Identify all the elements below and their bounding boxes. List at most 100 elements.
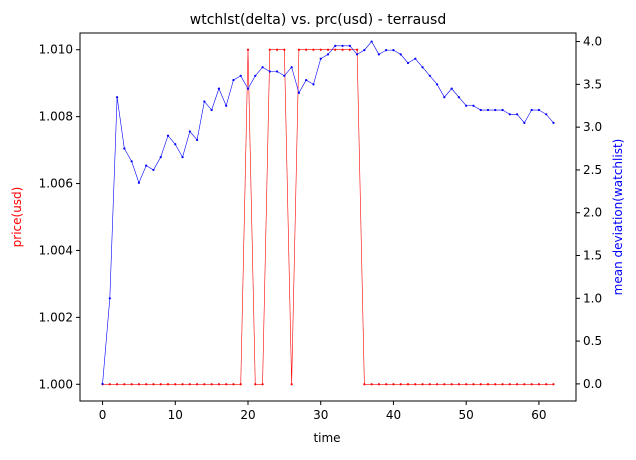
series-point-deviation — [305, 78, 308, 82]
series-point-price — [472, 383, 475, 386]
series-point-deviation — [174, 143, 177, 146]
series-point-price — [406, 383, 410, 386]
series-point-deviation — [246, 87, 250, 90]
series-point-price — [188, 383, 191, 386]
series-point-deviation — [297, 91, 301, 95]
series-point-deviation — [414, 57, 417, 60]
left-y-tick-label: 1.000 — [39, 377, 73, 391]
series-point-price — [159, 383, 162, 386]
series-point-deviation — [355, 53, 359, 56]
series-point-price — [246, 48, 250, 51]
right-y-tick-label: 0.5 — [583, 334, 602, 348]
series-point-deviation — [225, 104, 228, 107]
series-point-price — [457, 383, 461, 386]
series-point-deviation — [435, 83, 439, 86]
series-point-price — [552, 383, 555, 386]
series-point-price — [435, 383, 439, 386]
series-point-price — [486, 383, 490, 386]
series-point-price — [195, 383, 199, 386]
series-point-deviation — [159, 155, 162, 159]
series-point-price — [465, 383, 468, 386]
series-point-price — [443, 383, 446, 386]
series-point-price — [479, 383, 482, 386]
series-point-price — [334, 48, 337, 51]
right-y-tick-label: 0.0 — [583, 377, 602, 391]
series-point-deviation — [443, 96, 446, 99]
series-point-deviation — [217, 87, 221, 90]
series-point-deviation — [268, 70, 271, 73]
series-point-deviation — [203, 100, 206, 103]
series-point-price — [530, 383, 533, 386]
series-point-deviation — [123, 147, 126, 150]
x-tick-label: 30 — [313, 408, 328, 422]
left-y-tick-label: 1.010 — [39, 43, 73, 57]
series-point-price — [268, 48, 271, 51]
series-point-deviation — [319, 57, 322, 60]
series-point-price — [370, 383, 373, 386]
right-y-tick-label: 3.0 — [583, 120, 602, 134]
series-point-deviation — [188, 130, 191, 133]
series-point-deviation — [130, 160, 133, 163]
series-point-deviation — [450, 87, 453, 90]
series-point-price — [450, 383, 453, 386]
series-point-price — [261, 383, 264, 386]
series-point-deviation — [232, 78, 235, 82]
series-point-price — [545, 383, 548, 386]
series-point-deviation — [385, 49, 388, 52]
series-point-price — [290, 383, 293, 386]
series-point-price — [232, 383, 235, 386]
series-point-deviation — [210, 108, 213, 112]
series-point-price — [203, 383, 206, 386]
left-y-tick-label: 1.008 — [39, 110, 73, 124]
series-point-price — [319, 48, 322, 51]
series-point-deviation — [312, 83, 315, 86]
right-y-tick-label: 4.0 — [583, 35, 602, 49]
series-point-price — [501, 383, 504, 386]
series-point-deviation — [137, 181, 141, 184]
series-point-deviation — [115, 96, 119, 99]
series-point-deviation — [254, 74, 257, 77]
series-point-price — [130, 383, 133, 386]
plot-area: 0 10 20 30 40 50 60 1.000 1.002 1.004 1.006 1.008 1.… — [39, 32, 602, 422]
series-point-price — [275, 48, 279, 51]
series-point-deviation — [261, 66, 264, 69]
series-point-deviation — [290, 66, 293, 69]
series-point-price — [137, 383, 141, 386]
series-point-deviation — [545, 113, 548, 116]
series-point-deviation — [181, 155, 184, 159]
series-point-deviation — [515, 113, 519, 116]
series-line-price — [102, 49, 554, 385]
series-point-price — [355, 48, 359, 51]
right-y-tick-label: 2.0 — [583, 206, 602, 220]
series-point-deviation — [341, 44, 344, 47]
series-point-price — [225, 383, 228, 386]
series-point-price — [239, 383, 242, 386]
series-point-price — [537, 383, 541, 386]
series-point-deviation — [472, 104, 475, 107]
series-point-deviation — [392, 49, 395, 52]
series-point-price — [174, 383, 177, 386]
series-point-price — [210, 383, 213, 386]
series-point-price — [283, 48, 286, 51]
right-y-axis-title: mean deviation(watchlist) — [611, 139, 625, 296]
series-point-deviation — [552, 121, 555, 124]
series-point-deviation — [195, 138, 199, 142]
series-point-deviation — [348, 44, 351, 47]
series-point-price — [254, 383, 257, 386]
series-point-deviation — [479, 108, 482, 112]
series-point-deviation — [326, 53, 330, 56]
series-point-deviation — [501, 108, 504, 112]
series-point-deviation — [399, 53, 402, 56]
series-point-price — [508, 383, 511, 386]
left-y-tick-label: 1.002 — [39, 310, 73, 324]
series-point-price — [115, 383, 119, 386]
series-point-deviation — [275, 70, 279, 73]
x-tick-label: 60 — [531, 408, 546, 422]
series-point-price — [326, 48, 330, 51]
series-point-price — [152, 383, 155, 386]
series-point-price — [515, 383, 519, 386]
right-y-tick-label: 1.5 — [583, 249, 602, 263]
series-point-deviation — [523, 121, 526, 124]
